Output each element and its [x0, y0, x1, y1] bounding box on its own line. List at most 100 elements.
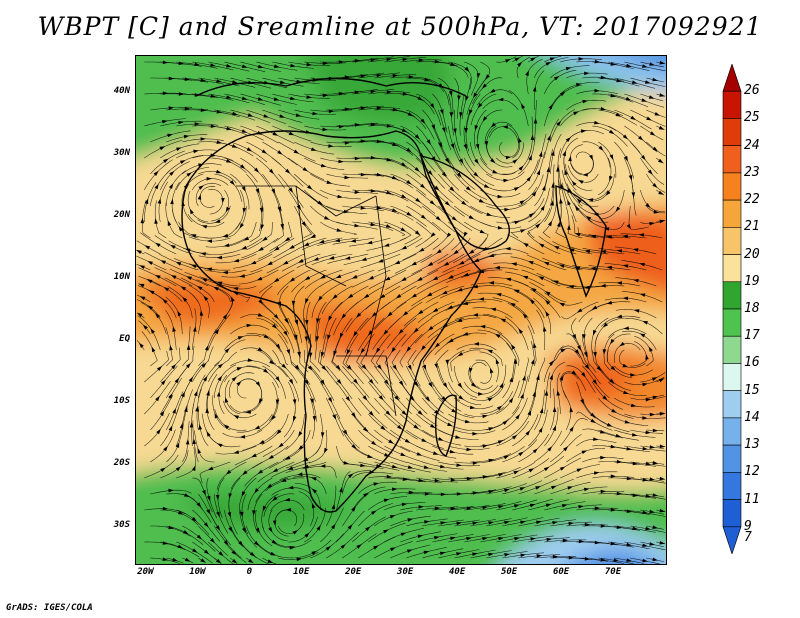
- streamline-arrow: [430, 232, 436, 238]
- streamline-arrow: [512, 159, 518, 164]
- colorbar-swatch: [722, 335, 742, 364]
- streamline-arrow: [139, 265, 145, 269]
- streamline-arrow: [248, 558, 254, 564]
- colorbar-label: 16: [744, 355, 760, 371]
- streamline-arrow: [505, 155, 512, 160]
- streamline-arrow: [407, 465, 414, 469]
- streamline-arrow: [346, 364, 352, 371]
- streamline-arrow: [197, 286, 203, 291]
- colorbar-swatch: [722, 472, 742, 500]
- streamline-arrow: [456, 287, 463, 292]
- streamline-arrow: [400, 227, 407, 232]
- streamline-arrow: [283, 330, 288, 337]
- streamline-arrow: [594, 540, 601, 545]
- streamline-arrow: [456, 318, 463, 322]
- streamline-arrow: [146, 279, 153, 284]
- streamline-arrow: [528, 468, 535, 473]
- streamline-arrow: [354, 123, 361, 127]
- streamline-arrow: [482, 246, 488, 252]
- streamline-arrow: [313, 257, 319, 261]
- streamline-arrow: [172, 557, 178, 562]
- streamline-arrow: [626, 542, 632, 547]
- streamline-arrow: [583, 351, 588, 358]
- streamline-arrow: [266, 483, 273, 489]
- streamline-arrow: [645, 526, 651, 531]
- streamline-arrow: [370, 189, 377, 193]
- streamline-arrow: [574, 233, 581, 237]
- streamline-arrow: [600, 250, 606, 254]
- streamline-arrow: [450, 478, 457, 482]
- streamline-arrow: [567, 486, 574, 490]
- streamline-arrow: [332, 414, 337, 420]
- streamline-arrow: [279, 114, 285, 118]
- colorbar-label: 19: [744, 273, 760, 289]
- streamline-arrow: [406, 346, 412, 352]
- streamline-arrow: [216, 169, 222, 174]
- streamline-arrow: [472, 461, 479, 465]
- streamline-arrow: [292, 399, 297, 405]
- streamline-arrow: [424, 520, 430, 524]
- streamline-arrow: [546, 537, 553, 542]
- streamline-arrow: [285, 168, 291, 174]
- streamline-arrow: [162, 557, 169, 561]
- streamline-arrow: [428, 326, 434, 331]
- streamline-arrow: [569, 406, 573, 413]
- streamline-arrow: [448, 90, 453, 97]
- streamline-arrow: [178, 226, 183, 232]
- streamline-arrow: [276, 429, 282, 435]
- streamline-arrow: [453, 128, 457, 134]
- streamline-arrow: [259, 440, 265, 445]
- streamline-arrow: [363, 293, 370, 299]
- streamline-arrow: [626, 509, 633, 513]
- streamline-arrow: [304, 379, 309, 386]
- streamline-arrow: [386, 90, 393, 94]
- streamline-arrow: [328, 109, 335, 114]
- streamline-arrow: [564, 169, 568, 175]
- streamline-arrow: [520, 553, 526, 557]
- streamline-arrow: [609, 175, 613, 182]
- streamline-arrow: [630, 403, 637, 408]
- streamline-arrow: [603, 227, 610, 231]
- streamline-arrow: [626, 63, 632, 68]
- streamline-arrow: [468, 215, 475, 220]
- streamline-arrow: [373, 545, 379, 550]
- streamline-arrow: [383, 498, 390, 503]
- streamline-arrow: [470, 382, 477, 388]
- streamline-arrow: [485, 74, 490, 80]
- streamline-arrow: [210, 63, 216, 67]
- streamline-arrow: [472, 313, 479, 317]
- streamline-arrow: [495, 293, 502, 297]
- streamline-arrow: [332, 294, 338, 300]
- streamline-arrow: [322, 61, 329, 66]
- streamline-arrow: [189, 208, 194, 215]
- streamline-arrow: [343, 429, 348, 436]
- streamline-arrow: [154, 218, 158, 224]
- streamline-arrow: [535, 223, 541, 229]
- streamline-arrow: [144, 198, 149, 205]
- streamline-arrow: [559, 466, 566, 471]
- streamline-arrow: [181, 391, 185, 398]
- streamline-arrow: [203, 295, 209, 301]
- streamline-arrow: [602, 395, 608, 401]
- colorbar-label: 23: [744, 164, 760, 180]
- streamline-arrow: [298, 445, 304, 451]
- streamline-arrow: [446, 232, 452, 238]
- map-panel[interactable]: [135, 55, 667, 565]
- streamline-arrow: [556, 390, 561, 396]
- streamline-arrow: [214, 328, 220, 335]
- streamline-arrow: [609, 129, 615, 135]
- streamline-arrow: [652, 183, 658, 188]
- lon-tick-label: 20E: [345, 567, 362, 577]
- streamline-arrow: [162, 120, 168, 124]
- streamline-arrow: [469, 405, 476, 410]
- streamline-arrow: [419, 152, 424, 159]
- streamline-arrow: [305, 298, 309, 304]
- streamline-arrow: [630, 373, 636, 377]
- streamline-arrow: [172, 408, 176, 414]
- lat-tick-label: 30S: [113, 519, 130, 530]
- streamline-arrow: [488, 458, 495, 463]
- streamline-arrow: [581, 372, 586, 378]
- streamline-arrow: [270, 551, 276, 556]
- streamline-arrow: [552, 554, 559, 559]
- streamline-arrow: [229, 180, 235, 186]
